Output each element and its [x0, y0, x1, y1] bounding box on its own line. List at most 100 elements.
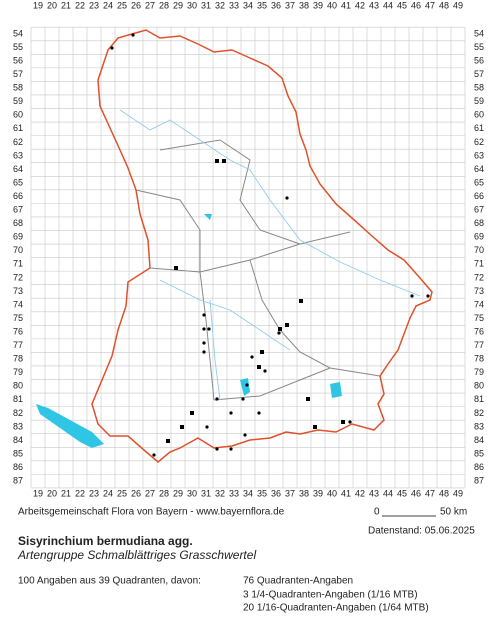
- row-label: 79: [474, 367, 484, 377]
- row-label: 87: [13, 476, 23, 486]
- row-label: 73: [474, 286, 484, 296]
- column-label: 33: [229, 0, 239, 10]
- column-label: 30: [187, 488, 197, 498]
- row-label: 70: [13, 245, 23, 255]
- column-label: 27: [145, 0, 155, 10]
- column-label: 23: [89, 488, 99, 498]
- column-label: 21: [61, 0, 71, 10]
- column-label: 30: [187, 0, 197, 10]
- occurrence-dot: [229, 447, 233, 451]
- row-label: 65: [474, 177, 484, 187]
- occurrence-dots: [110, 33, 430, 457]
- row-label: 69: [13, 232, 23, 242]
- row-label: 71: [474, 259, 484, 269]
- row-label: 55: [474, 42, 484, 52]
- occurrence-dot: [202, 313, 206, 317]
- row-label: 75: [13, 313, 23, 323]
- row-label: 81: [474, 394, 484, 404]
- column-label: 37: [285, 488, 295, 498]
- row-label: 85: [474, 448, 484, 458]
- row-label: 82: [474, 408, 484, 418]
- column-label: 49: [453, 0, 463, 10]
- column-label: 29: [173, 0, 183, 10]
- occurrence-dot: [222, 159, 226, 163]
- column-label: 46: [411, 488, 421, 498]
- column-label: 47: [425, 0, 435, 10]
- row-label: 72: [474, 272, 484, 282]
- occurrence-dot: [426, 294, 430, 298]
- occurrence-dot: [306, 397, 310, 401]
- row-label: 66: [474, 191, 484, 201]
- column-label: 19: [33, 0, 43, 10]
- row-label: 87: [474, 476, 484, 486]
- column-label: 20: [47, 488, 57, 498]
- row-label: 76: [13, 326, 23, 336]
- occurrence-dot: [215, 159, 219, 163]
- occurrence-dot: [241, 397, 245, 401]
- occurrence-dot: [207, 327, 211, 331]
- column-label: 22: [75, 488, 85, 498]
- district-borders: [135, 139, 381, 401]
- row-label: 69: [474, 232, 484, 242]
- column-label: 40: [327, 488, 337, 498]
- row-label: 78: [474, 354, 484, 364]
- row-label: 80: [13, 381, 23, 391]
- row-label: 72: [13, 272, 23, 282]
- row-label: 82: [13, 408, 23, 418]
- row-label: 56: [474, 55, 484, 65]
- occurrence-dot: [245, 383, 249, 387]
- column-label: 43: [369, 488, 379, 498]
- occurrence-dot: [341, 420, 345, 424]
- grid-labels: 19 19 20 20 21 21 22 22 23 23 24 24 25 25 26 26 27 27 28 28…: [13, 0, 484, 498]
- row-label: 80: [474, 381, 484, 391]
- row-label: 54: [13, 28, 23, 38]
- row-label: 61: [474, 123, 484, 133]
- column-label: 38: [299, 488, 309, 498]
- row-label: 54: [474, 28, 484, 38]
- column-label: 46: [411, 0, 421, 10]
- row-label: 84: [474, 435, 484, 445]
- column-label: 42: [355, 488, 365, 498]
- row-label: 86: [13, 462, 23, 472]
- column-label: 32: [215, 0, 225, 10]
- column-label: 37: [285, 0, 295, 10]
- credit: Arbeitsgemeinschaft Flora von Bayern - w…: [18, 507, 285, 518]
- column-label: 21: [61, 488, 71, 498]
- occurrence-dot: [285, 323, 289, 327]
- row-label: 74: [13, 299, 23, 309]
- row-label: 55: [13, 42, 23, 52]
- occurrence-dot: [166, 439, 170, 443]
- row-label: 64: [474, 164, 484, 174]
- occurrence-dot: [152, 453, 156, 457]
- row-label: 57: [474, 69, 484, 79]
- column-label: 35: [257, 0, 267, 10]
- date: Datenstand: 05.06.2025: [368, 526, 475, 537]
- summary: 100 Angaben aus 39 Quadranten, davon:: [18, 576, 201, 587]
- column-label: 45: [397, 488, 407, 498]
- occurrence-dot: [110, 46, 114, 50]
- occurrence-dot: [299, 299, 303, 303]
- row-label: 63: [474, 150, 484, 160]
- row-label: 77: [13, 340, 23, 350]
- column-label: 23: [89, 0, 99, 10]
- column-label: 34: [243, 488, 253, 498]
- occurrence-dot: [250, 355, 254, 359]
- occurrence-dot: [410, 294, 414, 298]
- occurrence-dot: [257, 365, 261, 369]
- column-label: 24: [103, 488, 113, 498]
- occurrence-dot: [260, 350, 264, 354]
- row-label: 77: [474, 340, 484, 350]
- row-label: 65: [13, 177, 23, 187]
- column-label: 47: [425, 488, 435, 498]
- column-label: 42: [355, 0, 365, 10]
- occurrence-dot: [131, 33, 135, 37]
- title: Sisyrinchium bermudiana agg.: [18, 534, 193, 548]
- occurrence-dot: [202, 341, 206, 345]
- column-label: 31: [201, 488, 211, 498]
- column-label: 32: [215, 488, 225, 498]
- column-label: 49: [453, 488, 463, 498]
- scale-end: 50 km: [440, 507, 467, 518]
- column-label: 44: [383, 488, 393, 498]
- row-label: 70: [474, 245, 484, 255]
